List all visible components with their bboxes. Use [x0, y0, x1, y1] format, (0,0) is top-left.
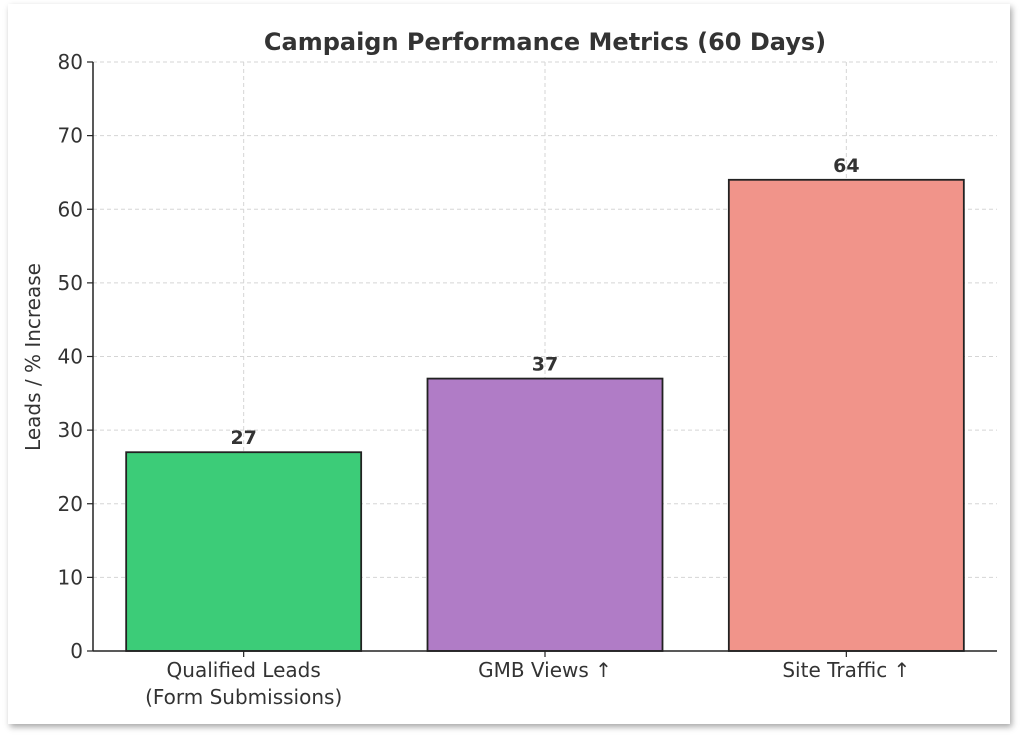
y-tick-label: 30 — [58, 418, 83, 442]
bar-0 — [125, 451, 363, 652]
y-tick-label: 60 — [58, 197, 83, 221]
y-tick-label: 80 — [58, 50, 83, 74]
x-tick-label: GMB Views ↑ — [478, 658, 612, 682]
y-tick-label: 0 — [70, 639, 83, 663]
data-label: 37 — [532, 354, 558, 376]
y-tick-label: 70 — [58, 124, 83, 148]
y-tick-label: 40 — [58, 345, 83, 369]
bar-1 — [426, 377, 664, 652]
x-tick-label: Qualified Leads (Form Submissions) — [145, 658, 342, 709]
x-tick-label: Site Traffic ↑ — [782, 658, 910, 682]
chart-title: Campaign Performance Metrics (60 Days) — [264, 28, 826, 56]
y-tick-label: 20 — [58, 492, 83, 516]
y-tick-label: 10 — [58, 565, 83, 589]
y-axis-label: Leads / % Increase — [21, 263, 45, 451]
bar-2 — [727, 178, 965, 652]
data-label: 64 — [833, 155, 859, 177]
y-tick-label: 50 — [58, 271, 83, 295]
data-label: 27 — [230, 427, 256, 449]
